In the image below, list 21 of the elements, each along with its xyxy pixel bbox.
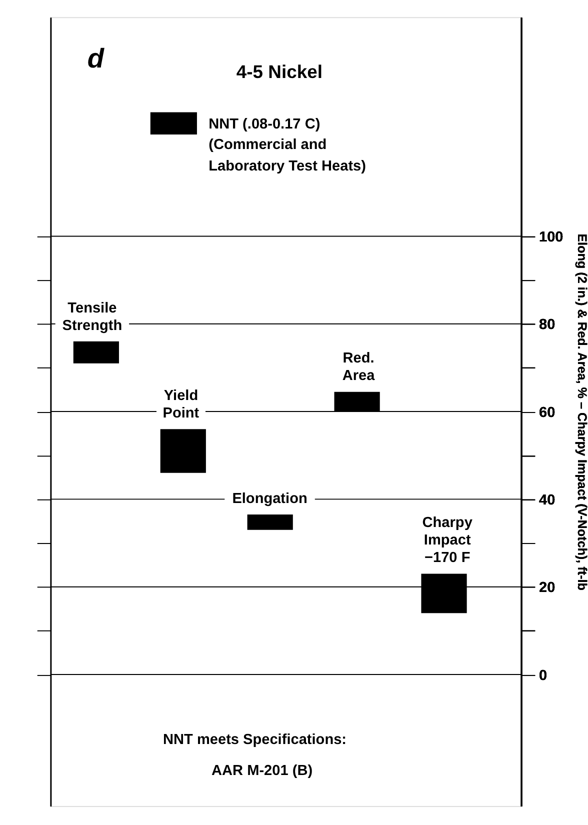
x-tick-label: Yield Point	[162, 388, 200, 422]
annotation: AAR M-201 (B)	[212, 762, 313, 779]
annotation: (Commercial and Laboratory Test Heats)	[208, 137, 366, 174]
x-tick-label: Red. Area	[342, 350, 376, 384]
annotation: NNT meets Specifications:	[163, 732, 347, 748]
text: 4-5 Nickel	[236, 61, 322, 82]
y-tick-label: 60	[539, 404, 556, 421]
y-tick-label: 40	[539, 492, 556, 509]
y-tick-label: 20	[539, 580, 556, 596]
annotation: d	[87, 42, 106, 74]
y-tick-label: 80	[539, 317, 556, 334]
x-tick-label: Tensile Strength	[62, 300, 122, 334]
x-tick-label: Charpy Impact −170 F	[422, 515, 474, 566]
bar	[73, 341, 119, 364]
x-tick-label: Elongation	[232, 490, 308, 507]
y-axis-title: Elong (2 in.) & Red. Area, % – Charpy Impact (V-Notch), ft-lb	[574, 234, 588, 591]
y-tick-label: 0	[539, 668, 548, 684]
legend-label: NNT (.08-0.17 C)	[208, 116, 320, 133]
bar	[160, 429, 206, 473]
y-tick-label: 100	[539, 230, 564, 246]
bar	[247, 514, 293, 530]
